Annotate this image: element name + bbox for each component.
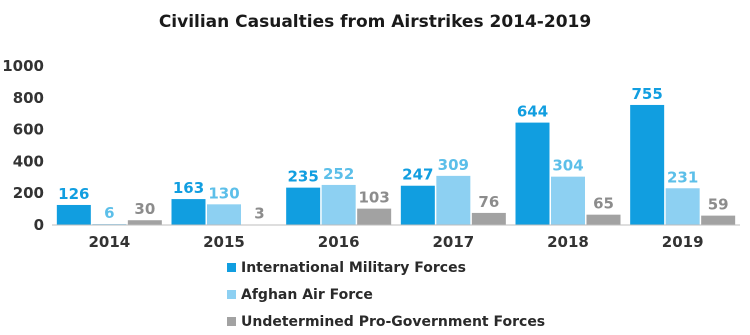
chart-title: Civilian Casualties from Airstrikes 2014…: [159, 12, 591, 32]
legend-label: Undetermined Pro-Government Forces: [241, 314, 545, 330]
legend: International Military Forces Afghan Air …: [227, 260, 545, 330]
data-label: 235: [288, 168, 319, 186]
y-tick-label: 600: [13, 121, 44, 139]
bar: [321, 184, 356, 225]
legend-swatch: [227, 317, 236, 326]
x-tick-label: 2016: [318, 233, 360, 251]
data-label: 76: [478, 193, 499, 211]
legend-swatch: [227, 263, 236, 272]
y-tick-label: 200: [13, 184, 44, 202]
legend-label: Afghan Air Force: [241, 287, 373, 303]
bar: [357, 208, 392, 225]
y-tick-label: 0: [34, 216, 44, 234]
bar: [586, 214, 621, 225]
bar: [665, 188, 700, 225]
bar: [127, 220, 162, 225]
bar: [400, 185, 435, 225]
y-axis: 0 200 400 600 800 1000: [2, 57, 44, 234]
legend-swatch: [227, 290, 236, 299]
data-label: 252: [323, 165, 354, 183]
data-label: 309: [438, 156, 469, 174]
data-label: 247: [402, 166, 433, 184]
data-label: 65: [593, 195, 614, 213]
data-label: 3: [254, 205, 264, 223]
data-label: 130: [208, 184, 239, 202]
bar: [207, 204, 241, 225]
bar: [515, 122, 550, 225]
data-label: 231: [667, 168, 698, 186]
data-label: 644: [517, 103, 548, 121]
y-tick-label: 800: [13, 89, 44, 107]
data-label: 755: [632, 85, 663, 103]
x-tick-label: 2019: [662, 233, 704, 251]
bar: [286, 187, 321, 225]
data-label: 6: [104, 204, 114, 222]
x-axis: 2014 2015 2016 2017 2018 2019: [88, 233, 703, 251]
bar: [471, 212, 506, 225]
x-tick-label: 2014: [88, 233, 130, 251]
bar: [551, 176, 585, 225]
plot-area: 126 6 30 163 130 3 235 252 103 247 309 76 644 304 65 75…: [56, 85, 736, 226]
y-tick-label: 1000: [2, 57, 44, 75]
y-tick-label: 400: [13, 152, 44, 170]
bar: [56, 204, 91, 225]
x-tick-label: 2017: [432, 233, 474, 251]
legend-label: International Military Forces: [241, 260, 466, 276]
data-label: 103: [359, 189, 390, 207]
data-label: 30: [134, 200, 155, 218]
data-label: 126: [58, 185, 89, 203]
data-label: 304: [552, 157, 583, 175]
bar: [436, 175, 471, 225]
bar: [171, 199, 206, 225]
x-tick-label: 2015: [203, 233, 245, 251]
bar: [701, 215, 736, 225]
data-label: 163: [173, 179, 204, 197]
data-label: 59: [708, 196, 729, 214]
x-tick-label: 2018: [547, 233, 589, 251]
bar: [630, 104, 665, 225]
